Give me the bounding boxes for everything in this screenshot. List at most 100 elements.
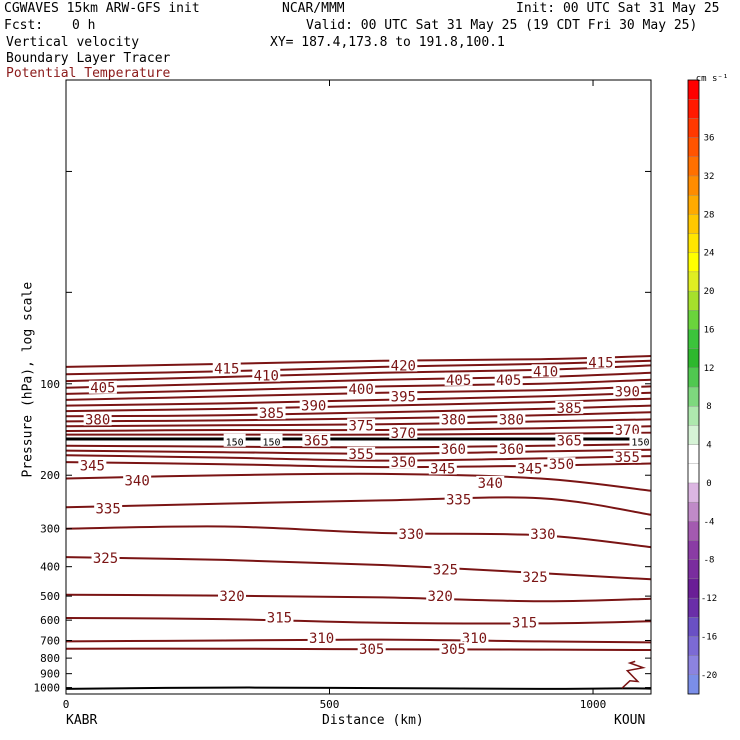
- field-potential-temperature: Potential Temperature: [6, 66, 171, 81]
- contour-label: 325: [433, 562, 458, 578]
- colorbar-swatch: [687, 521, 700, 541]
- contour-label-bg: [444, 372, 473, 386]
- theta-contour-420: [65, 364, 652, 383]
- theta-contour-410: [65, 371, 652, 389]
- colorbar-swatch: [687, 137, 700, 157]
- contour-label: 405: [446, 373, 471, 389]
- colorbar-swatch: [687, 406, 700, 426]
- field-boundary-layer-tracer: Boundary Layer Tracer: [6, 51, 171, 66]
- colorbar-swatch: [687, 463, 700, 484]
- contour-label: 370: [391, 426, 416, 442]
- contour-label: 150: [226, 438, 244, 449]
- contour-label: 315: [267, 611, 292, 627]
- y-tick-label: 400: [40, 561, 60, 574]
- contour-label: 345: [80, 459, 105, 475]
- fcst-value: 0 h: [72, 18, 96, 33]
- contour-label-bg: [586, 355, 615, 369]
- theta-contour-340: [65, 472, 652, 492]
- contour-label: 305: [359, 642, 384, 658]
- contour-label-bg: [555, 400, 584, 414]
- colorbar-label: 12: [704, 364, 715, 374]
- colorbar-label: 24: [704, 249, 715, 259]
- theta-contour-365: [66, 431, 652, 436]
- colorbar-swatch: [687, 540, 700, 560]
- contour-label-bg: [613, 384, 642, 398]
- contour-label-bg: [613, 423, 642, 437]
- colorbar-label: 28: [704, 210, 715, 220]
- contour-label: 320: [428, 589, 453, 605]
- contour-label: 400: [348, 382, 373, 398]
- colorbar-units: cm s⁻¹: [695, 74, 729, 84]
- contour-label-bg: [431, 562, 460, 576]
- colorbar-swatch: [687, 271, 700, 292]
- contour-label-bg: [223, 433, 246, 447]
- contour-label: 360: [499, 442, 524, 458]
- colorbar-swatch: [687, 118, 700, 138]
- theta-contour-330: [65, 525, 652, 549]
- theta-contour-315: [65, 617, 652, 625]
- colorbar-swatch: [687, 310, 700, 330]
- contour-label: 420: [391, 358, 416, 374]
- contour-label-bg: [78, 458, 107, 472]
- contour-label-bg: [439, 641, 468, 655]
- colorbar-swatch: [687, 290, 700, 311]
- pbl-squiggle: [621, 660, 646, 689]
- colorbar-swatch: [687, 636, 700, 656]
- colorbar-swatch: [687, 444, 700, 464]
- contour-label: 350: [391, 455, 416, 471]
- xy-coords: XY= 187.4,173.8 to 191.8,100.1: [270, 35, 505, 50]
- contour-label: 310: [462, 631, 487, 647]
- theta-contour-395: [65, 391, 652, 407]
- colorbar-swatch: [687, 194, 700, 215]
- contour-label-bg: [307, 631, 336, 645]
- colorbar-swatch: [687, 482, 700, 503]
- contour-label-bg: [528, 526, 557, 540]
- colorbar-swatch: [687, 674, 700, 695]
- contour-label-bg: [426, 589, 455, 603]
- contour-label-bg: [497, 442, 526, 456]
- colorbar-swatch: [687, 329, 700, 349]
- colorbar-swatch: [687, 367, 700, 388]
- contour-label: 380: [499, 412, 524, 428]
- contour-label-bg: [252, 368, 281, 382]
- contour-label: 150: [263, 438, 281, 449]
- colorbar-label: 0: [706, 479, 711, 489]
- colorbar-swatch: [687, 617, 700, 637]
- colorbar-label: -4: [704, 517, 715, 527]
- contour-label-bg: [389, 425, 418, 439]
- colorbar-label: -20: [701, 671, 717, 681]
- contour-label: 310: [309, 631, 334, 647]
- contour-label-bg: [389, 455, 418, 469]
- contour-label-bg: [88, 380, 117, 394]
- theta-contour-375: [65, 418, 652, 428]
- contour-label-bg: [347, 418, 376, 432]
- contour-label-bg: [83, 412, 112, 426]
- contour-label: 325: [522, 570, 547, 586]
- x-tick-label: 1000: [580, 698, 607, 711]
- contour-label: 365: [557, 434, 582, 450]
- contour-label-bg: [257, 406, 286, 420]
- contour-label-bg: [547, 457, 576, 471]
- contour-label: 150: [631, 438, 649, 449]
- contour-labels: 415 420 415 410 410 405 405 405 400 395 390 390 385 3…: [78, 355, 652, 658]
- contour-label-bg: [460, 631, 489, 645]
- model-title: CGWAVES 15km ARW-GFS init: [4, 1, 200, 16]
- y-tick-label: 200: [40, 469, 60, 482]
- colorbar-label: -16: [701, 632, 717, 642]
- contour-label: 340: [478, 476, 503, 492]
- colorbar-swatch: [687, 348, 700, 368]
- contour-label: 380: [441, 412, 466, 428]
- contour-label: 340: [125, 473, 150, 489]
- theta-contour-380: [65, 411, 652, 423]
- plot-frame: [65, 79, 652, 695]
- contour-label: 410: [533, 364, 558, 380]
- org-label: NCAR/MMM: [282, 1, 345, 16]
- contour-label: 315: [512, 615, 537, 631]
- colorbar-swatch: [687, 597, 700, 618]
- theta-contour-310: [65, 638, 652, 644]
- contour-label: 390: [301, 399, 326, 415]
- colorbar-swatch: [687, 501, 700, 522]
- contour-label-bg: [444, 492, 473, 506]
- colorbar-swatch: [687, 175, 700, 196]
